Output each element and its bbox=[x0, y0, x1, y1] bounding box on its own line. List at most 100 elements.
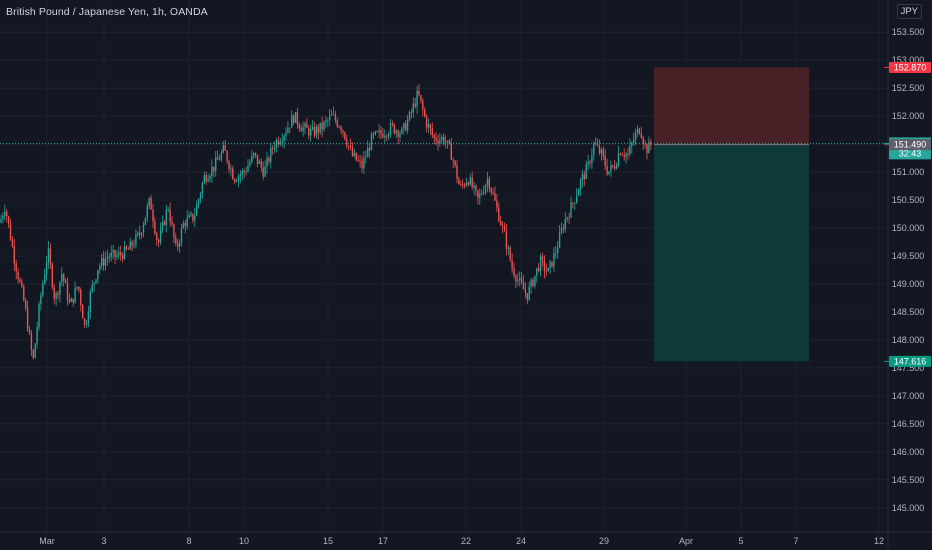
candle-body bbox=[348, 145, 350, 147]
candle-body bbox=[251, 155, 253, 163]
price-tick-label: 153.000 bbox=[892, 55, 925, 65]
candle-body bbox=[648, 141, 650, 154]
candle-body bbox=[222, 145, 224, 153]
candle-body bbox=[488, 178, 490, 189]
candle-body bbox=[496, 200, 498, 208]
candle-body bbox=[621, 154, 623, 156]
candle-body bbox=[490, 188, 492, 192]
candle-body bbox=[36, 327, 38, 344]
candle-body bbox=[80, 289, 82, 306]
target-price-tag-bg bbox=[889, 355, 931, 367]
candle-body bbox=[370, 133, 373, 151]
candle-body bbox=[154, 221, 156, 234]
time-tick-label: 17 bbox=[378, 536, 388, 546]
time-tick-label: 15 bbox=[323, 536, 333, 546]
candle-body bbox=[89, 291, 91, 312]
candle-body bbox=[201, 183, 204, 194]
symbol-title[interactable]: British Pound / Japanese Yen, 1h, OANDA bbox=[6, 6, 208, 18]
candle-body bbox=[140, 233, 143, 236]
candle-body bbox=[245, 171, 247, 173]
candle-body bbox=[560, 228, 563, 233]
candle-body bbox=[205, 175, 207, 182]
candle-body bbox=[511, 260, 513, 269]
candle-body bbox=[420, 95, 422, 101]
candle-body bbox=[509, 247, 511, 261]
candle-body bbox=[564, 219, 566, 229]
candle-body bbox=[530, 279, 532, 287]
entry-price-tag-text: 151.490 bbox=[894, 140, 927, 150]
candle-body bbox=[13, 246, 15, 264]
candle-body bbox=[289, 127, 291, 129]
candle-body bbox=[463, 184, 466, 186]
candle-body bbox=[279, 142, 281, 145]
candle-body bbox=[294, 112, 297, 123]
candle-body bbox=[346, 139, 348, 146]
stop-loss-zone bbox=[654, 67, 809, 145]
candle-body bbox=[287, 127, 289, 133]
price-tick-label: 148.500 bbox=[892, 307, 925, 317]
candle-body bbox=[262, 167, 264, 177]
entry-price-tag-bg bbox=[889, 139, 931, 151]
candle-body bbox=[500, 221, 502, 226]
candle-body bbox=[175, 237, 177, 244]
candle-body bbox=[547, 267, 549, 272]
candle-body bbox=[572, 202, 574, 204]
candle-body bbox=[619, 153, 622, 155]
candle-body bbox=[549, 261, 551, 268]
candle-body bbox=[414, 103, 416, 107]
currency-label[interactable]: JPY bbox=[896, 4, 922, 19]
candle-body bbox=[273, 147, 276, 149]
candle-body bbox=[431, 128, 433, 135]
candle-body bbox=[228, 161, 230, 170]
candle-body bbox=[268, 157, 270, 162]
candle-body bbox=[644, 144, 646, 145]
candle-body bbox=[258, 161, 261, 164]
candle-body bbox=[395, 130, 397, 134]
candle-body bbox=[61, 274, 63, 282]
candle-body bbox=[437, 141, 439, 144]
candle-body bbox=[446, 140, 449, 143]
candle-body bbox=[63, 274, 65, 281]
candle-body bbox=[277, 140, 280, 145]
candle-body bbox=[97, 269, 99, 280]
candle-body bbox=[177, 243, 179, 247]
candle-body bbox=[199, 193, 202, 200]
candle-body bbox=[462, 184, 464, 186]
candle-body bbox=[285, 132, 287, 136]
candle-body bbox=[266, 157, 268, 167]
candle-body bbox=[477, 190, 479, 198]
time-tick-label: 3 bbox=[101, 536, 106, 546]
candle-body bbox=[553, 252, 555, 267]
candle-body bbox=[129, 241, 131, 250]
candle-body bbox=[636, 128, 639, 134]
candle-body bbox=[230, 168, 232, 170]
candle-body bbox=[634, 133, 637, 140]
time-tick-label: 10 bbox=[239, 536, 249, 546]
candle-body bbox=[224, 145, 226, 151]
time-tick-label: 8 bbox=[186, 536, 191, 546]
candle-body bbox=[137, 232, 139, 235]
candle-body bbox=[484, 185, 487, 193]
candle-body bbox=[68, 300, 71, 302]
position-tool[interactable] bbox=[654, 67, 809, 362]
candle-body bbox=[19, 279, 21, 282]
candle-body bbox=[59, 281, 61, 295]
candle-body bbox=[579, 180, 582, 190]
candle-body bbox=[355, 152, 357, 161]
candle-body bbox=[625, 153, 627, 157]
candle-body bbox=[49, 248, 52, 265]
candle-body bbox=[209, 176, 211, 180]
candle-body bbox=[614, 166, 616, 169]
candle-body bbox=[26, 307, 29, 330]
candle-body bbox=[539, 256, 542, 271]
candle-body bbox=[192, 213, 194, 221]
candle-body bbox=[629, 145, 631, 155]
candle-body bbox=[310, 128, 312, 136]
price-tick-label: 153.500 bbox=[892, 27, 925, 37]
candle-body bbox=[650, 141, 652, 146]
candle-body bbox=[211, 166, 213, 177]
